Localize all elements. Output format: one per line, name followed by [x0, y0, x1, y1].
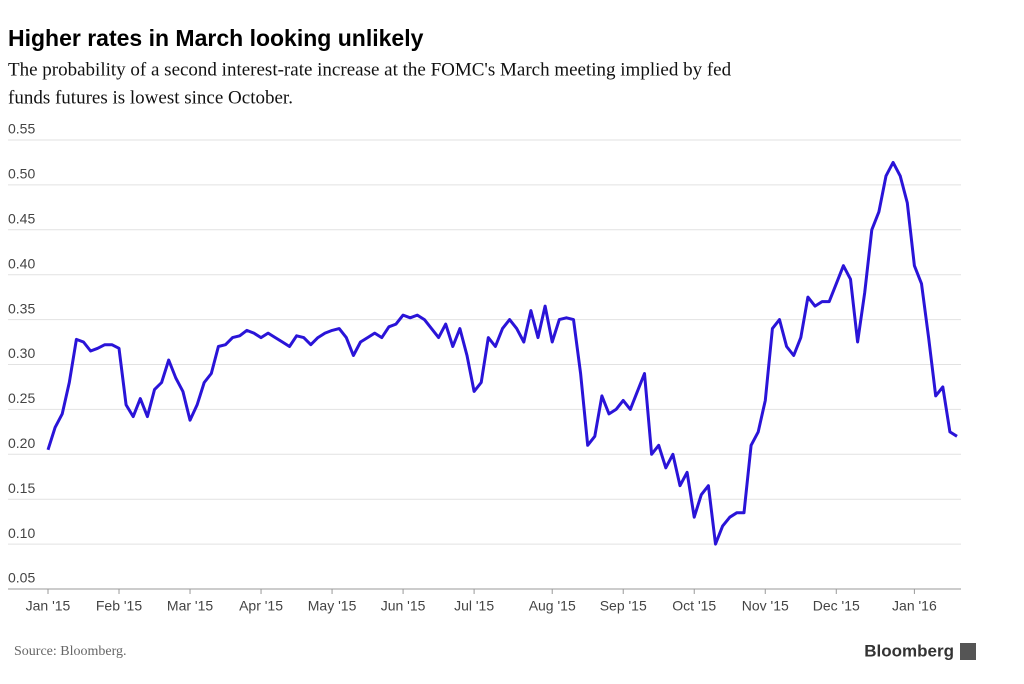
logo: Bloomberg — [864, 641, 954, 660]
x-tick-label: Jun '15 — [381, 598, 426, 614]
chart-title: Higher rates in March looking unlikely — [8, 25, 424, 51]
x-tick-label: Nov '15 — [742, 598, 789, 614]
y-tick-label: 0.50 — [8, 166, 35, 182]
y-tick-label: 0.05 — [8, 570, 35, 586]
y-tick-label: 0.10 — [8, 525, 35, 541]
chart-subtitle: The probability of a second interest-rat… — [8, 59, 732, 80]
y-tick-label: 0.30 — [8, 345, 35, 361]
x-tick-label: Sep '15 — [600, 598, 647, 614]
x-tick-label: Mar '15 — [167, 598, 213, 614]
x-tick-label: Jan '16 — [892, 598, 937, 614]
x-tick-label: Aug '15 — [529, 598, 576, 614]
data-line — [46, 160, 958, 546]
y-tick-label: 0.35 — [8, 300, 35, 316]
x-tick-label: Feb '15 — [96, 598, 142, 614]
logo-icon — [960, 643, 976, 660]
y-tick-label: 0.55 — [8, 121, 35, 137]
x-tick-label: Jul '15 — [454, 598, 494, 614]
x-tick-label: Jan '15 — [26, 598, 71, 614]
chart-subtitle: funds futures is lowest since October. — [8, 87, 293, 108]
x-tick-label: Oct '15 — [672, 598, 716, 614]
x-tick-label: Apr '15 — [239, 598, 283, 614]
y-tick-label: 0.40 — [8, 255, 35, 271]
y-tick-label: 0.20 — [8, 435, 35, 451]
x-tick-label: May '15 — [308, 598, 357, 614]
y-tick-label: 0.25 — [8, 390, 35, 406]
source: Source: Bloomberg. — [14, 644, 127, 659]
x-tick-label: Dec '15 — [813, 598, 860, 614]
y-tick-label: 0.45 — [8, 211, 35, 227]
y-tick-label: 0.15 — [8, 480, 35, 496]
